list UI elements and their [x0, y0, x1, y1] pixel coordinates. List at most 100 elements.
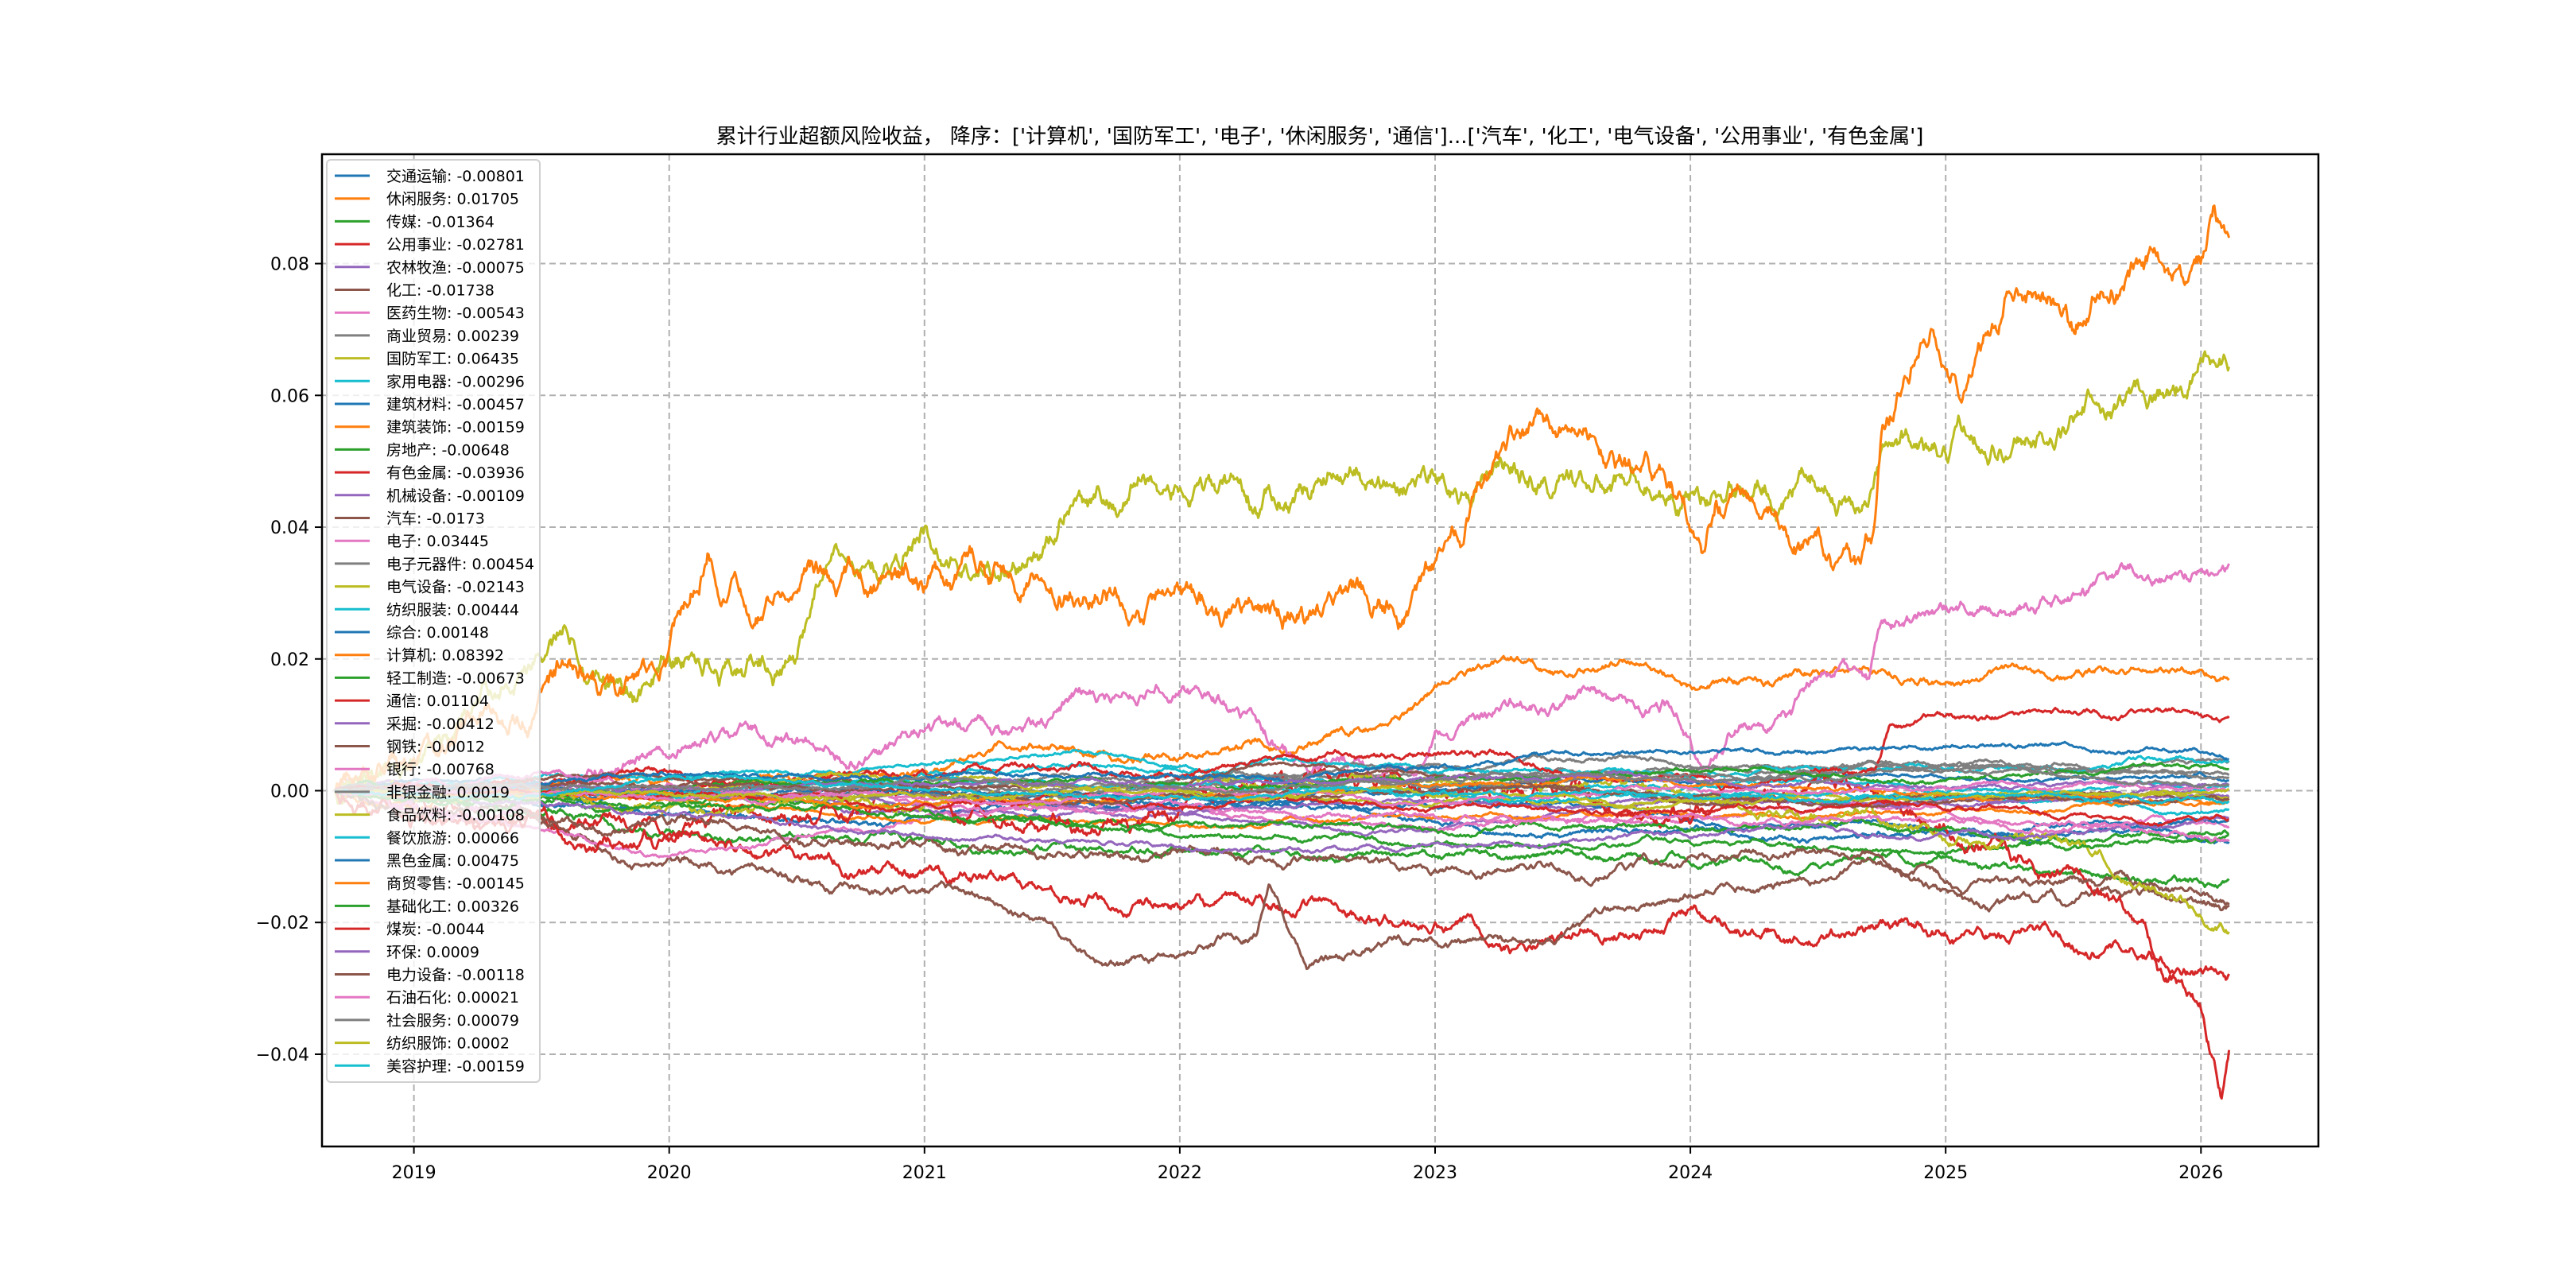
series-lines	[333, 204, 2231, 1100]
legend-label: 基础化工: 0.00326	[386, 898, 519, 915]
legend-item: 交通运输: -0.00801	[335, 168, 525, 185]
legend-label: 纺织服饰: 0.0002	[386, 1035, 510, 1053]
legend-label: 商贸零售: -0.00145	[386, 875, 525, 893]
legend-label: 传媒: -0.01364	[386, 213, 495, 231]
x-tick-label: 2026	[2178, 1163, 2223, 1183]
y-tick-label: −0.02	[256, 914, 309, 933]
legend-label: 钢铁: -0.0012	[386, 739, 485, 756]
x-tick-label: 2024	[1668, 1163, 1713, 1183]
series-line-石油石化	[334, 779, 2230, 807]
y-tick-label: −0.04	[256, 1046, 309, 1065]
chart-title: 累计行业超额风险收益， 降序：['计算机', '国防军工', '电子', '休闲…	[716, 125, 1924, 149]
legend-label: 休闲服务: 0.01705	[386, 191, 519, 208]
legend-item: 轻工制造: -0.00673	[335, 669, 525, 687]
legend-item: 采掘: -0.00412	[335, 716, 495, 733]
legend-label: 机械设备: -0.00109	[386, 487, 525, 505]
legend-item: 建筑材料: -0.00457	[335, 396, 525, 413]
series-line-采掘	[334, 787, 2229, 854]
x-tick-label: 2025	[1923, 1163, 1968, 1183]
legend-label: 建筑装饰: -0.00159	[386, 419, 525, 436]
legend-item: 电子: 0.03445	[335, 533, 489, 550]
legend-label: 轻工制造: -0.00673	[386, 669, 525, 687]
legend-label: 国防军工: 0.06435	[386, 351, 519, 368]
legend-item: 房地产: -0.00648	[335, 441, 510, 459]
legend-item: 纺织服饰: 0.0002	[335, 1035, 510, 1053]
legend-label: 电气设备: -0.02143	[386, 579, 525, 596]
legend-label: 家用电器: -0.00296	[386, 373, 525, 390]
legend-label: 化工: -0.01738	[386, 282, 495, 300]
legend-label: 环保: 0.0009	[386, 944, 479, 961]
legend-item: 煤炭: -0.0044	[335, 921, 485, 938]
legend-item: 休闲服务: 0.01705	[335, 191, 519, 208]
x-tick-label: 2022	[1158, 1163, 1202, 1183]
legend-label: 黑色金属: 0.00475	[386, 852, 519, 870]
legend-label: 美容护理: -0.00159	[386, 1057, 525, 1075]
legend-label: 计算机: 0.08392	[386, 647, 504, 665]
legend-item: 建筑装饰: -0.00159	[335, 419, 525, 436]
legend-item: 化工: -0.01738	[335, 282, 495, 300]
legend-label: 银行: -0.00768	[386, 761, 495, 778]
x-tick-label: 2023	[1413, 1163, 1457, 1183]
legend-item: 有色金属: -0.03936	[335, 464, 525, 482]
legend-item: 电力设备: -0.00118	[335, 967, 525, 984]
legend-item: 环保: 0.0009	[335, 944, 479, 961]
series-line-化工	[334, 783, 2230, 971]
legend-item: 商贸零售: -0.00145	[335, 875, 525, 893]
legend-item: 电子元器件: 0.00454	[335, 556, 534, 573]
series-line-美容护理	[334, 774, 2230, 805]
series-line-汽车	[333, 786, 2230, 906]
legend-item: 综合: 0.00148	[335, 624, 489, 642]
legend-label: 非银金融: 0.0019	[386, 784, 510, 801]
legend-item: 纺织服装: 0.00444	[335, 601, 519, 619]
legend-label: 煤炭: -0.0044	[386, 921, 485, 938]
legend-item: 食品饮料: -0.00108	[335, 807, 525, 824]
x-tick-label: 2019	[392, 1163, 436, 1183]
legend-box	[326, 159, 541, 1083]
legend-item: 家用电器: -0.00296	[335, 373, 525, 390]
legend-item: 计算机: 0.08392	[335, 647, 504, 665]
legend: 交通运输: -0.00801 休闲服务: 0.01705 传媒: -0.01364 公…	[326, 159, 541, 1083]
y-tick-label: 0.06	[270, 386, 309, 406]
series-line-电子	[334, 562, 2230, 824]
legend-label: 电力设备: -0.00118	[386, 967, 525, 984]
legend-label: 房地产: -0.00648	[386, 441, 510, 459]
legend-label: 采掘: -0.00412	[386, 716, 495, 733]
legend-item: 美容护理: -0.00159	[335, 1057, 525, 1075]
legend-label: 电子: 0.03445	[386, 533, 489, 550]
legend-item: 基础化工: 0.00326	[335, 898, 519, 915]
x-tick-label: 2020	[647, 1163, 692, 1183]
legend-label: 交通运输: -0.00801	[386, 168, 525, 185]
legend-label: 食品饮料: -0.00108	[386, 807, 525, 824]
legend-label: 电子元器件: 0.00454	[386, 556, 534, 573]
series-line-环保	[334, 770, 2229, 796]
legend-item: 电气设备: -0.02143	[335, 579, 525, 596]
x-tick-label: 2021	[902, 1163, 947, 1183]
y-tick-label: 0.04	[270, 518, 309, 538]
legend-label: 公用事业: -0.02781	[386, 236, 525, 254]
legend-item: 银行: -0.00768	[335, 761, 495, 778]
series-line-休闲服务	[334, 654, 2230, 813]
series-line-轻工制造	[334, 779, 2229, 852]
legend-label: 社会服务: 0.00079	[386, 1012, 519, 1030]
legend-item: 钢铁: -0.0012	[335, 739, 485, 756]
plot-frame	[320, 153, 2320, 1148]
legend-item: 公用事业: -0.02781	[335, 236, 525, 254]
legend-label: 纺织服装: 0.00444	[386, 601, 519, 619]
legend-item: 汽车: -0.0173	[335, 510, 485, 528]
legend-label: 建筑材料: -0.00457	[386, 396, 525, 413]
axis-ticks: 2019 2020 2021 2022 2023 2024 2025 2026 −0.04 −0.…	[256, 255, 2224, 1183]
legend-item: 医药生物: -0.00543	[335, 305, 525, 322]
series-line-纺织服装	[334, 755, 2229, 800]
series-line-计算机	[334, 204, 2231, 792]
y-tick-label: 0.00	[270, 782, 309, 802]
legend-item: 通信: 0.01104	[335, 692, 489, 710]
legend-item: 国防军工: 0.06435	[335, 351, 519, 368]
series-line-黑色金属	[334, 740, 2229, 796]
legend-item: 黑色金属: 0.00475	[335, 852, 519, 870]
legend-item: 机械设备: -0.00109	[335, 487, 525, 505]
y-tick-label: 0.08	[270, 255, 309, 275]
legend-item: 非银金融: 0.0019	[335, 784, 510, 801]
legend-label: 石油石化: 0.00021	[386, 989, 519, 1007]
legend-label: 综合: 0.00148	[386, 624, 489, 642]
